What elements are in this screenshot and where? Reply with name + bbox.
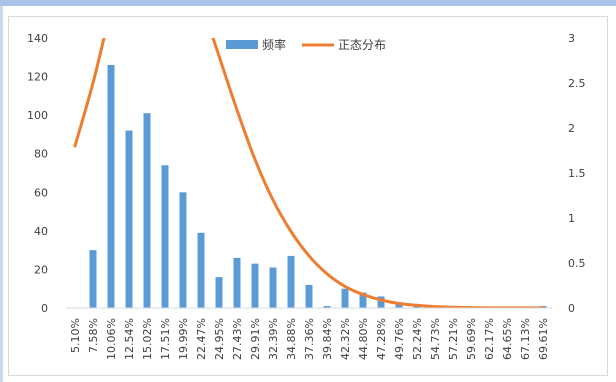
legend-bar-label: 频率 — [262, 37, 286, 52]
y-left-tick-label: 80 — [34, 148, 48, 161]
bar — [233, 257, 241, 308]
x-tick-label: 19.99% — [177, 318, 190, 360]
x-tick-label: 15.02% — [141, 318, 154, 360]
y-left-tick-label: 0 — [41, 302, 48, 315]
bar — [377, 296, 385, 308]
x-tick-label: 39.84% — [321, 318, 334, 360]
x-tick-label: 10.06% — [105, 318, 118, 360]
y-right-tick-label: 2.5 — [568, 77, 586, 90]
y-right-tick-label: 0.5 — [568, 257, 586, 270]
x-tick-label: 69.61% — [537, 318, 550, 360]
x-tick-label: 64.65% — [501, 318, 514, 360]
y-left-tick-label: 120 — [27, 71, 48, 84]
bar — [251, 263, 259, 308]
x-tick-label: 24.95% — [213, 318, 226, 360]
x-tick-label: 37.36% — [303, 318, 316, 360]
x-tick-label: 54.73% — [429, 318, 442, 360]
bar — [269, 267, 277, 308]
x-tick-label: 47.28% — [375, 318, 388, 360]
x-tick-label: 29.91% — [249, 318, 262, 360]
y-left-tick-label: 40 — [34, 225, 48, 238]
bar — [323, 306, 331, 308]
y-right-tick-label: 1 — [568, 212, 575, 225]
x-tick-label: 17.51% — [159, 318, 172, 360]
legend-bar-swatch — [226, 40, 258, 49]
y-right-tick-label: 1.5 — [568, 167, 586, 180]
bar — [395, 302, 403, 308]
bar-series — [89, 65, 547, 308]
bar — [89, 250, 97, 308]
bar — [125, 130, 133, 308]
legend: 频率 正态分布 — [226, 37, 386, 52]
x-tick-label: 52.24% — [411, 318, 424, 360]
bar — [197, 232, 205, 308]
y-left-tick-label: 60 — [34, 186, 48, 199]
x-tick-label: 62.17% — [483, 318, 496, 360]
y-right-tick-label: 0 — [568, 302, 575, 315]
x-tick-label: 42.32% — [339, 318, 352, 360]
bar — [413, 306, 421, 308]
y-left-tick-label: 140 — [27, 32, 48, 45]
x-tick-label: 5.10% — [69, 318, 82, 353]
bar — [215, 277, 223, 308]
top-border — [0, 0, 616, 6]
x-tick-label: 32.39% — [267, 318, 280, 360]
bar — [287, 255, 295, 308]
bar — [161, 165, 169, 308]
x-tick-label: 7.58% — [87, 318, 100, 353]
axes: 0 20 40 60 80 100 120 140 0 0.5 1 1.5 2 2.5 3 5.10% 7.58… — [27, 32, 586, 360]
legend-line-label: 正态分布 — [338, 38, 386, 52]
bar — [179, 192, 187, 308]
bar — [359, 292, 367, 308]
x-tick-label: 67.13% — [519, 318, 532, 360]
bar — [305, 284, 313, 308]
x-tick-label: 49.76% — [393, 318, 406, 360]
x-tick-label: 59.69% — [465, 318, 478, 360]
bar — [143, 113, 151, 308]
bar — [107, 65, 115, 308]
x-tick-label: 34.88% — [285, 318, 298, 360]
left-border — [0, 6, 3, 382]
y-left-tick-label: 100 — [27, 109, 48, 122]
x-tick-label: 44.80% — [357, 318, 370, 360]
y-right-tick-label: 3 — [568, 32, 575, 45]
y-left-tick-label: 20 — [34, 263, 48, 276]
x-tick-label: 12.54% — [123, 318, 136, 360]
y-right-tick-label: 2 — [568, 122, 575, 135]
bar — [341, 288, 349, 308]
x-tick-label: 57.21% — [447, 318, 460, 360]
x-tick-label: 27.43% — [231, 318, 244, 360]
x-tick-label: 22.47% — [195, 318, 208, 360]
